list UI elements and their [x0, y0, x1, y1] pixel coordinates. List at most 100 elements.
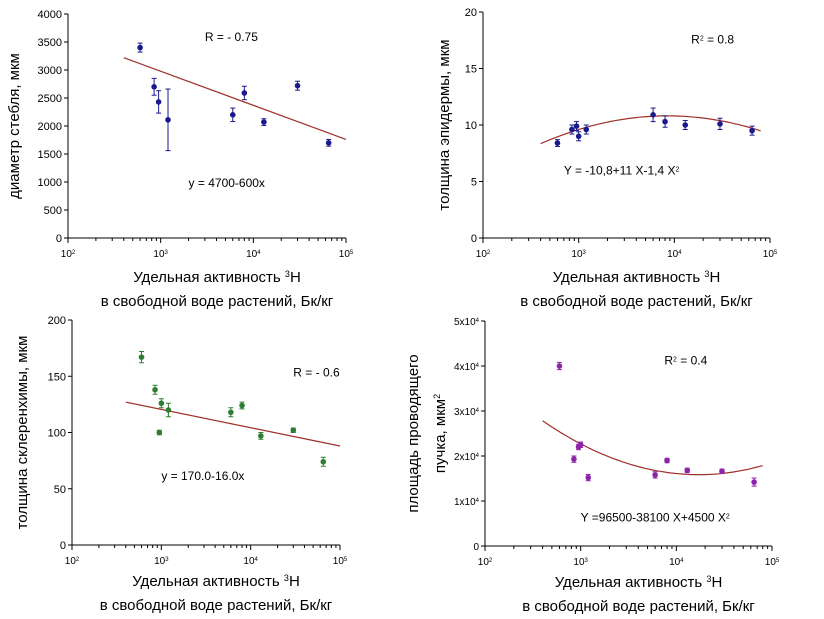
data-point [583, 124, 590, 135]
data-marker [320, 458, 327, 465]
data-marker [585, 474, 592, 481]
data-point [652, 471, 658, 479]
data-marker [751, 479, 757, 485]
y-tick-label: 5x104 [454, 317, 480, 328]
data-point [575, 131, 582, 142]
data-marker [290, 427, 297, 434]
data-marker [155, 99, 162, 105]
data-marker [138, 354, 145, 360]
data-point [137, 42, 143, 53]
data-marker [554, 140, 561, 146]
fit-line [125, 401, 341, 447]
y-axis-label: площадь проводящего [405, 354, 422, 512]
data-marker [325, 140, 332, 146]
y-axis-label-line2: пучка, мкм2 [432, 394, 449, 473]
y-tick-label: 0 [471, 233, 477, 245]
data-point [229, 107, 236, 123]
data-point [239, 401, 245, 410]
data-point [749, 125, 755, 136]
y-tick-label: 2500 [38, 93, 62, 105]
y-axis-label: диаметр стебля, мкм [6, 53, 23, 199]
y-tick-label: 3500 [38, 37, 62, 49]
x-axis-label: Удельная активность 3H [553, 269, 721, 286]
y-tick-label: 20 [465, 7, 477, 19]
y-tick-label: 1500 [38, 149, 62, 161]
data-point [138, 351, 145, 364]
annotation: y = 4700-600x [189, 176, 265, 190]
data-marker [239, 402, 245, 409]
annotation: R2 = 0.8 [691, 33, 734, 47]
data-point [719, 468, 725, 475]
data-marker [749, 127, 755, 134]
y-tick-label: 1x104 [454, 497, 480, 508]
data-marker [165, 117, 171, 123]
x-tick-label: 102 [65, 556, 80, 567]
data-marker [650, 112, 656, 118]
x-tick-label: 105 [765, 557, 780, 568]
data-marker [682, 122, 689, 128]
data-marker [261, 119, 267, 125]
data-marker [152, 386, 158, 393]
data-point [573, 121, 580, 132]
data-point [258, 432, 264, 440]
y-tick-label: 5 [471, 177, 477, 189]
x-tick-label: 102 [478, 557, 493, 568]
data-marker [294, 82, 301, 89]
y-axis-label: толщина эпидермы, мкм [436, 39, 453, 210]
x-tick-label: 102 [476, 249, 491, 260]
data-marker [664, 457, 670, 464]
y-tick-label: 2x104 [454, 452, 480, 463]
fit-line [542, 420, 763, 476]
data-point [556, 361, 563, 371]
data-marker [719, 468, 725, 475]
fit-line [123, 57, 347, 140]
x-axis-label-line2: в свободной воде растений, Бк/кг [520, 293, 753, 310]
y-tick-label: 10 [465, 120, 477, 132]
x-tick-label: 104 [667, 249, 682, 260]
data-marker [229, 112, 236, 118]
data-marker [575, 133, 582, 140]
x-axis-label-line2: в свободной воде растений, Бк/кг [100, 597, 333, 614]
data-marker [556, 363, 563, 369]
annotation: Y = -10,8+11 X-1,4 X2 [564, 164, 680, 178]
data-point [751, 477, 757, 487]
y-tick-label: 500 [44, 205, 62, 217]
x-tick-label: 103 [573, 557, 588, 568]
x-tick-label: 103 [154, 556, 169, 567]
chart-panel-4: 0 1x104 2x104 3x104 4x104 5x104 102 103 104 105 R2… [405, 317, 780, 615]
data-marker [258, 433, 264, 439]
annotation: y = 170.0-16.0x [161, 469, 244, 483]
x-axis-label-line2: в свободной воде растений, Бк/кг [522, 598, 755, 615]
data-point [684, 467, 691, 474]
data-point [228, 407, 234, 418]
x-tick-label: 105 [339, 249, 354, 260]
y-tick-label: 15 [465, 64, 477, 76]
data-point [156, 429, 163, 436]
x-tick-label: 103 [571, 249, 586, 260]
data-point [664, 457, 670, 464]
y-tick-label: 4000 [38, 9, 62, 21]
data-point [261, 118, 267, 126]
annotation: R = - 0.6 [293, 365, 340, 379]
y-tick-label: 0 [56, 233, 62, 245]
data-point [290, 427, 297, 434]
data-marker [662, 118, 668, 125]
data-point [320, 456, 327, 467]
data-marker [228, 409, 234, 416]
data-point [158, 398, 165, 409]
data-point [165, 402, 172, 418]
data-marker [577, 441, 584, 448]
data-marker [569, 126, 575, 133]
data-marker [717, 121, 723, 127]
x-tick-label: 102 [61, 249, 76, 260]
x-tick-label: 104 [246, 249, 261, 260]
x-axis-label: Удельная активность 3H [555, 574, 723, 591]
y-tick-label: 3x104 [454, 407, 480, 418]
data-point [155, 90, 162, 114]
data-marker [652, 472, 658, 478]
x-tick-label: 105 [763, 249, 778, 260]
y-tick-label: 1000 [38, 177, 62, 189]
data-marker [571, 456, 577, 462]
x-tick-label: 104 [669, 557, 684, 568]
x-tick-label: 103 [153, 249, 168, 260]
